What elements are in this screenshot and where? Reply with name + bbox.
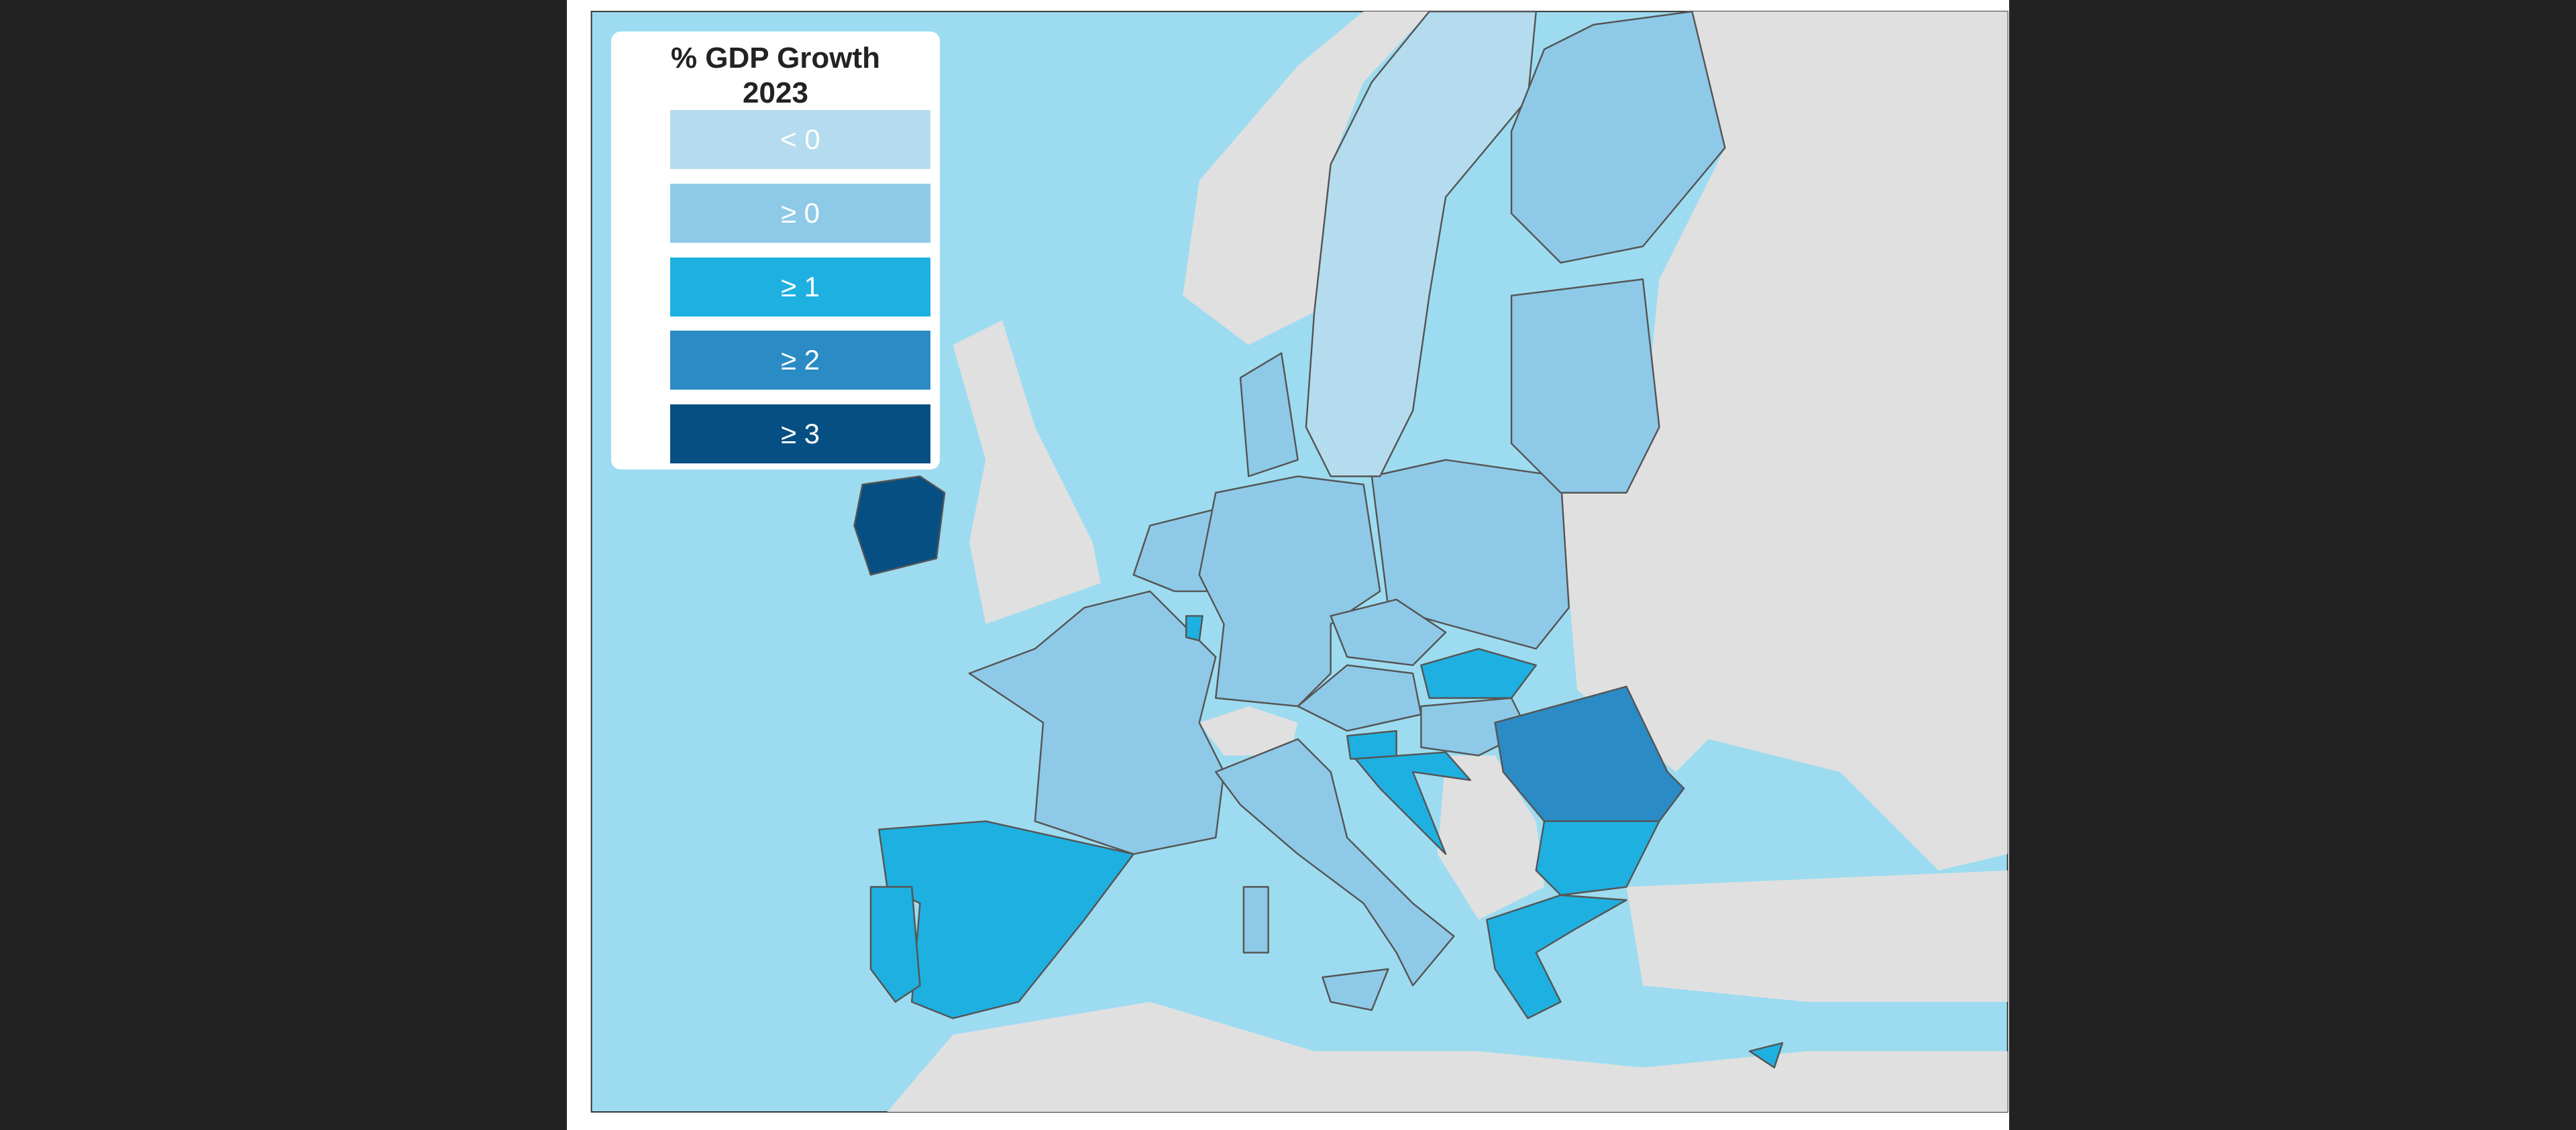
country-it — [1215, 738, 1455, 986]
legend-class-2: ≥ 1 — [670, 258, 930, 317]
country-si — [1346, 730, 1397, 760]
country-ro — [1494, 685, 1685, 822]
country-pt — [869, 886, 921, 1003]
country-it-sic — [1322, 968, 1389, 1011]
country-bg — [1535, 820, 1660, 896]
country-se — [1305, 10, 1538, 477]
land-east — [1560, 11, 2008, 871]
land-switzerland — [1199, 706, 1298, 756]
legend-class-4: ≥ 3 — [670, 404, 930, 463]
legend-label: ≥ 0 — [780, 197, 820, 229]
country-fr — [968, 590, 1225, 855]
country-gr — [1486, 894, 1627, 1019]
country-at — [1297, 664, 1422, 732]
country-dk — [1239, 352, 1299, 477]
country-cz — [1330, 598, 1447, 667]
country-cy — [1748, 1041, 1784, 1069]
legend-title-line2: 2023 — [743, 76, 808, 109]
country-sk — [1420, 648, 1538, 699]
country-it-sar — [1242, 886, 1269, 954]
country-hr — [1354, 751, 1472, 855]
non-eu-land — [887, 11, 2008, 1113]
country-ie — [853, 475, 946, 576]
country-fi — [1510, 10, 1726, 264]
legend-class-3: ≥ 2 — [670, 331, 930, 390]
legend-label: < 0 — [780, 123, 820, 155]
country-lu — [1185, 615, 1203, 642]
legend: % GDP Growth 2023 < 0 ≥ 0 ≥ 1 ≥ 2 ≥ 3 — [611, 32, 940, 469]
legend-label: ≥ 2 — [780, 344, 820, 376]
land-norway — [1183, 11, 1430, 345]
land-balkans — [1437, 755, 1545, 920]
land-uk — [953, 320, 1101, 624]
country-de — [1198, 475, 1381, 708]
legend-title: % GDP Growth 2023 — [611, 41, 940, 111]
legend-class-1: ≥ 0 — [670, 184, 930, 243]
land-africa — [887, 1001, 2008, 1113]
legend-label: ≥ 3 — [780, 418, 820, 449]
legend-class-0: < 0 — [670, 110, 930, 169]
eu-countries — [853, 10, 1784, 1069]
legend-title-line1: % GDP Growth — [670, 42, 881, 74]
country-baltic — [1510, 278, 1660, 494]
land-turkey — [1626, 870, 2008, 1002]
legend-label: ≥ 1 — [780, 271, 820, 302]
